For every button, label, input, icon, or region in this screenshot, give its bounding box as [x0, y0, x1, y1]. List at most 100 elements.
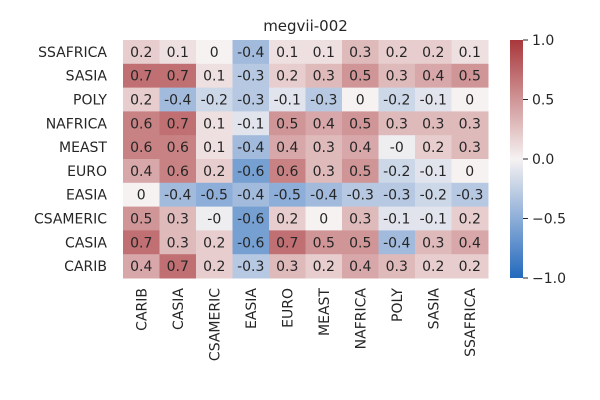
y-tick-label: CSAMERIC [34, 212, 107, 228]
heatmap-cell-sasia-sasia [415, 63, 452, 89]
heatmap-cell-ssafrica-casia [159, 40, 197, 65]
cell-value-label: 0.2 [459, 212, 481, 228]
heatmap-cell-ssafrica-easia [232, 40, 270, 65]
cell-value-label: 0.2 [422, 45, 444, 61]
heatmap-cell-ssafrica-meast [305, 40, 343, 65]
cell-value-label: 0.1 [313, 45, 335, 61]
cell-value-label: -0.1 [420, 164, 447, 180]
cell-value-label: 0.6 [276, 164, 298, 180]
heatmap-cell-casia-casia [159, 230, 197, 255]
heatmap-cell-nafrica-easia [232, 111, 270, 136]
heatmap-cell-poly-poly [378, 87, 416, 112]
heatmap-cell-meast-casia [159, 135, 197, 160]
heatmap-cell-ssafrica-csameric [196, 40, 233, 65]
cell-value-label: 0.7 [276, 235, 298, 251]
heatmap-cell-carib-meast [305, 254, 343, 279]
cell-value-label: 0 [465, 164, 474, 180]
x-tick-label: MEAST [317, 288, 333, 336]
cell-value-label: -0.4 [237, 45, 264, 61]
heatmap-cell-euro-poly [378, 159, 416, 184]
heatmap-cell-nafrica-nafrica [342, 111, 379, 136]
heatmap-cell-carib-sasia [415, 254, 452, 279]
cell-value-label: 0.3 [349, 212, 371, 228]
cell-value-label: 0.5 [349, 164, 371, 180]
cell-value-label: 0.3 [422, 116, 444, 132]
cell-value-label: 0.1 [459, 45, 481, 61]
heatmap-cell-carib-ssafrica [451, 254, 489, 279]
heatmap-cell-casia-easia [232, 230, 270, 255]
cell-value-label: -0.1 [383, 212, 410, 228]
cell-value-label: 0.3 [386, 69, 408, 85]
y-tick-label: SSAFRICA [38, 45, 107, 61]
y-tick-label: CARIB [64, 259, 107, 275]
heatmap-cell-sasia-meast [305, 63, 343, 89]
heatmap-cell-euro-ssafrica [451, 159, 489, 184]
cell-value-label: -0.5 [274, 188, 301, 204]
cell-value-label: 0.2 [130, 93, 152, 109]
heatmap-cell-euro-sasia [415, 159, 452, 184]
heatmap-cell-nafrica-carib [123, 111, 160, 136]
heatmap-cell-nafrica-meast [305, 111, 343, 136]
colorbar-tick-label: −1.0 [532, 271, 566, 287]
cell-value-label: 0.2 [203, 235, 225, 251]
cell-value-label: -0.3 [237, 93, 264, 109]
cell-value-label: 0.3 [167, 235, 189, 251]
heatmap-cell-sasia-ssafrica [451, 63, 489, 89]
cell-value-label: -0.5 [201, 188, 228, 204]
heatmap-cell-meast-easia [232, 135, 270, 160]
y-tick-label: CASIA [65, 235, 107, 251]
heatmap-cell-sasia-csameric [196, 63, 233, 89]
heatmap-cell-sasia-euro [269, 63, 306, 89]
heatmap-cell-euro-easia [232, 159, 270, 184]
y-tick-label: EASIA [66, 188, 107, 204]
cell-value-label: -0.4 [164, 93, 191, 109]
heatmap-cell-casia-euro [269, 230, 306, 255]
cell-value-label: 0.4 [130, 164, 152, 180]
heatmap-cell-meast-sasia [415, 135, 452, 160]
heatmap-cell-euro-casia [159, 159, 197, 184]
y-tick-labels: SSAFRICA SASIA POLY NAFRICA MEAST EURO EASIA CS… [34, 45, 107, 275]
heatmap-cell-easia-carib [123, 182, 160, 208]
heatmap-cell-poly-ssafrica [451, 87, 489, 112]
heatmap-cell-carib-easia [232, 254, 270, 279]
heatmap-cell-sasia-carib [123, 63, 160, 89]
cell-value-label: -0.1 [237, 116, 264, 132]
heatmap-cell-easia-euro [269, 182, 306, 208]
heatmap-cell-carib-poly [378, 254, 416, 279]
heatmap-cell-poly-carib [123, 87, 160, 112]
cell-value-label: 0.3 [422, 235, 444, 251]
cell-value-label: 0.3 [386, 259, 408, 275]
heatmap-cell-easia-sasia [415, 182, 452, 208]
heatmap-cell-casia-sasia [415, 230, 452, 255]
cell-value-label: 0.4 [313, 116, 335, 132]
heatmap-cell-carib-csameric [196, 254, 233, 279]
heatmap-cell-ssafrica-carib [123, 40, 160, 65]
heatmap-cell-easia-meast [305, 182, 343, 208]
cell-value-label: 0 [465, 93, 474, 109]
heatmap-cell-casia-nafrica [342, 230, 379, 255]
colorbar-tick-label: −0.5 [532, 212, 566, 228]
heatmap-cell-casia-csameric [196, 230, 233, 255]
cell-value-label: -0.4 [310, 188, 337, 204]
x-tick-label: NAFRICA [353, 288, 369, 350]
heatmap-cell-casia-meast [305, 230, 343, 255]
heatmap-cell-easia-nafrica [342, 182, 379, 208]
heatmap-cell-csameric-meast [305, 206, 343, 231]
heatmap-cell-carib-carib [123, 254, 160, 279]
cell-value-label: -0.2 [420, 188, 447, 204]
cell-value-label: 0.2 [386, 45, 408, 61]
heatmap-cell-euro-nafrica [342, 159, 379, 184]
cell-value-label: 0.1 [203, 140, 225, 156]
cell-value-label: 0 [210, 45, 219, 61]
cell-value-label: 0.2 [276, 69, 298, 85]
heatmap-cell-ssafrica-sasia [415, 40, 452, 65]
heatmap-cell-meast-euro [269, 135, 306, 160]
cell-value-label: -0.3 [347, 188, 374, 204]
cell-value-label: 0.6 [167, 164, 189, 180]
y-tick-label: EURO [67, 164, 107, 180]
heatmap-cell-euro-euro [269, 159, 306, 184]
cell-value-label: 0.6 [130, 116, 152, 132]
cell-value-label: 0.5 [349, 116, 371, 132]
heatmap-cell-sasia-easia [232, 63, 270, 89]
x-tick-label: SASIA [426, 288, 442, 330]
